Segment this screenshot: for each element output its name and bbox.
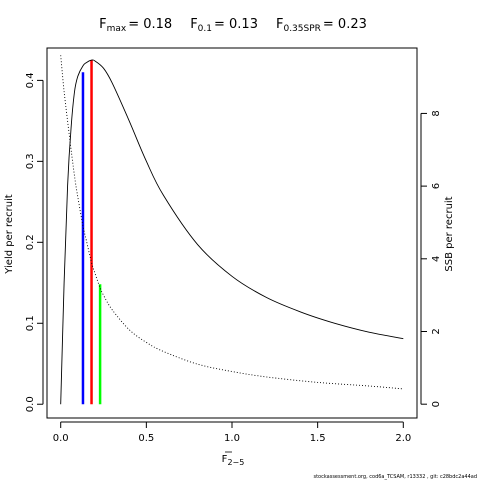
title-part-value: = 0.23 <box>323 17 367 32</box>
title-part-value: = 0.18 <box>128 17 172 32</box>
title-part-sub: 0.1 <box>198 24 212 34</box>
x-tick-label: 1.0 <box>224 433 240 444</box>
footer-note: stockassessment.org, cod6a_TCSAM, r13332… <box>313 474 477 480</box>
y-right-tick-label: 2 <box>431 328 442 334</box>
x-tick-label: 0.5 <box>138 433 154 444</box>
title-part-main: F <box>190 17 197 32</box>
x-tick-label: 1.5 <box>310 433 326 444</box>
x-tick-label: 0.0 <box>53 433 69 444</box>
y-right-tick-label: 0 <box>431 401 442 407</box>
axes: 0.0 0.5 1.0 1.5 2.0 0.0 0.1 0.2 0.3 0.4 0 2 4 6 8 <box>25 72 442 444</box>
y-right-tick-label: 8 <box>431 110 442 116</box>
y-right-tick-label: 6 <box>431 183 442 189</box>
chart-title: Fmax = 0.18 F0.1 = 0.13 F0.35SPR = 0.23 <box>99 17 367 34</box>
x-title-main: F <box>222 454 228 465</box>
series-ssb-curve <box>60 55 404 390</box>
title-part-sub: max <box>107 24 127 34</box>
title-part-sub: 0.35SPR <box>283 24 320 34</box>
x-axis-title: F2−5 <box>222 454 245 467</box>
y-left-tick-label: 0.3 <box>25 153 36 169</box>
series-yield-curve <box>60 59 404 405</box>
y-axis-left-title: Yield per recruit <box>4 194 15 275</box>
x-title-sub: 2−5 <box>227 458 244 467</box>
plot-frame <box>46 47 418 419</box>
y-right-tick-label: 4 <box>431 256 442 262</box>
y-left-tick-label: 0.0 <box>25 396 36 412</box>
y-left-tick-label: 0.2 <box>25 234 36 250</box>
y-axis-right-title: SSB per recruit <box>444 196 455 271</box>
y-left-tick-label: 0.4 <box>25 72 36 88</box>
plot-area <box>60 55 404 405</box>
title-part-main: F <box>276 17 283 32</box>
title-part-value: = 0.13 <box>214 17 258 32</box>
y-left-tick-label: 0.1 <box>25 315 36 331</box>
x-tick-label: 2.0 <box>395 433 411 444</box>
title-part-main: F <box>99 17 106 32</box>
